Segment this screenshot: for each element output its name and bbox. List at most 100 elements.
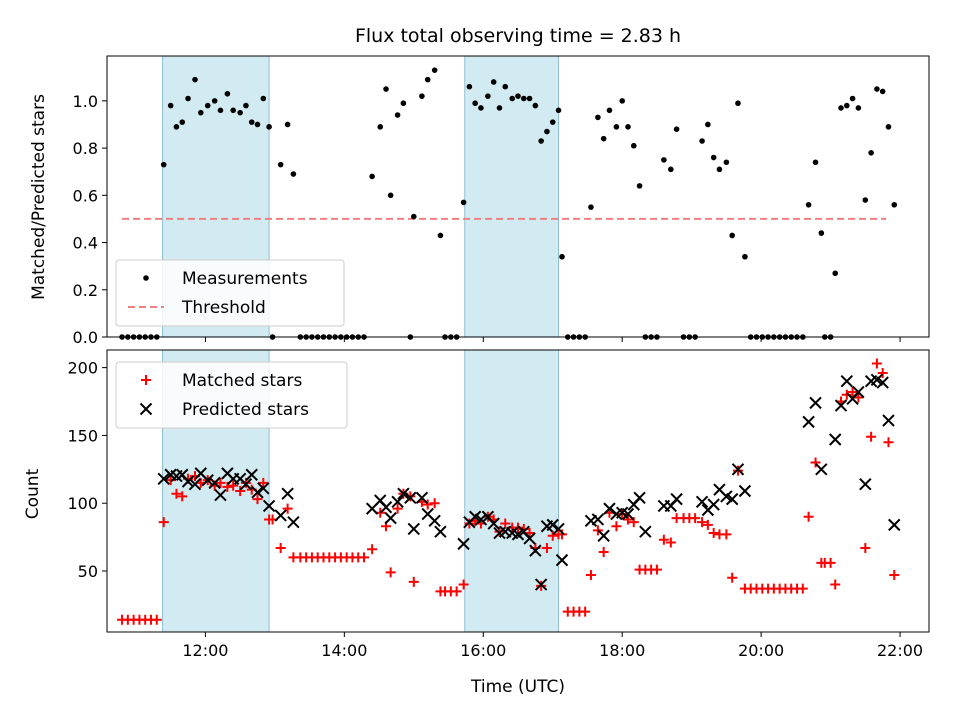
measurement-point [849, 95, 856, 102]
bottom-y-ticks: 50 100 150 200 [67, 359, 107, 581]
measurement-point [478, 105, 484, 111]
measurement-point [204, 102, 211, 109]
matched-star-point [513, 522, 523, 533]
top-axes-frame [106, 55, 930, 338]
measurement-point [559, 253, 565, 260]
predicted-star-point [876, 376, 889, 389]
predicted-star-point [404, 491, 417, 504]
measurement-point [485, 93, 491, 99]
predicted-star-point [188, 478, 202, 491]
measurement-point [661, 157, 667, 163]
measurement-point [369, 173, 375, 180]
measurement-point [260, 95, 267, 102]
predicted-stars-points [157, 373, 901, 591]
matched-star-point [429, 498, 440, 509]
y-tick-label: 150 [67, 426, 98, 445]
matched-star-point [697, 517, 708, 528]
matched-star-point [803, 511, 814, 522]
y-tick-label: 0.2 [73, 281, 98, 300]
x-axis-label: Time (UTC) [470, 677, 565, 697]
top-legend: Measurements Threshold [115, 259, 345, 327]
predicted-star-point [262, 499, 276, 513]
bottom-x-ticks: 12:00 14:00 16:00 18:00 20:00 22:00 [182, 632, 923, 660]
measurement-point [377, 124, 384, 130]
measurement-point [526, 95, 533, 102]
measurement-point [723, 159, 730, 166]
top-y-ticks: 0.0 0.2 0.4 0.6 0.8 1.0 [73, 92, 107, 347]
measurement-point [742, 253, 748, 260]
measurement-point [812, 159, 819, 166]
predicted-star-point [591, 513, 605, 526]
measurement-point [211, 98, 218, 104]
measurement-point [254, 121, 261, 128]
measurement-point [284, 121, 291, 128]
legend-frame [115, 259, 345, 327]
predicted-star-point [621, 507, 635, 521]
matched-star-point [408, 576, 419, 587]
matched-star-point [177, 491, 188, 502]
measurement-point [160, 161, 167, 168]
y-tick-label: 200 [67, 359, 98, 378]
legend-marker-matched [141, 375, 151, 385]
measurement-point [868, 150, 874, 156]
measurement-point [179, 119, 186, 125]
matched-star-point [690, 513, 701, 524]
measurement-point [606, 107, 613, 114]
bottom-legend: Matched stars Predicted stars [115, 361, 348, 429]
matched-star-point [541, 542, 552, 553]
measurement-point [197, 109, 204, 116]
predicted-star-point [384, 511, 397, 525]
matched-star-point [171, 488, 182, 499]
predicted-star-point [415, 491, 429, 504]
measurement-point [630, 142, 637, 149]
predicted-star-point [281, 487, 294, 500]
predicted-star-point [397, 487, 410, 500]
matched-star-point [158, 517, 169, 528]
predicted-star-point [888, 518, 901, 532]
measurement-point [555, 107, 562, 114]
predicted-star-point [597, 529, 610, 542]
predicted-star-point [834, 399, 848, 412]
predicted-star-point [181, 475, 195, 488]
measurement-point [490, 79, 497, 85]
measurement-point [437, 232, 444, 239]
matched-star-point [825, 557, 836, 568]
measurement-point [173, 124, 180, 130]
predicted-star-point [245, 468, 258, 481]
matched-star-point [658, 534, 669, 545]
y-tick-label: 100 [67, 494, 98, 513]
y-tick-label: 0.6 [73, 186, 98, 205]
measurement-point [818, 230, 825, 236]
legend-frame [115, 361, 348, 429]
bottom-y-axis-label: Count [23, 468, 43, 519]
shaded-interval [464, 55, 560, 338]
matched-star-point [611, 521, 622, 532]
matched-star-point [451, 586, 462, 597]
measurement-point [383, 86, 389, 92]
measurement-point [805, 201, 812, 208]
measurement-point [613, 124, 620, 130]
measurement-point [520, 95, 527, 102]
measurement-point [879, 88, 886, 95]
matched-star-point [622, 514, 633, 525]
measurement-point [862, 197, 869, 203]
predicted-star-point [239, 478, 253, 491]
measurement-point [549, 119, 556, 125]
measurement-point [248, 119, 255, 125]
matched-star-point [151, 614, 162, 625]
matched-star-point [385, 567, 396, 578]
matched-star-point [367, 544, 378, 555]
measurement-point [509, 95, 516, 102]
predicted-star-point [829, 433, 842, 446]
matched-star-point [665, 537, 676, 548]
measurement-point [588, 204, 594, 210]
predicted-star-point [802, 415, 815, 429]
predicted-star-point [274, 509, 287, 522]
predicted-star-point [208, 476, 221, 490]
measurement-point [217, 107, 224, 114]
matched-star-point [580, 606, 591, 617]
predicted-star-point [633, 491, 646, 504]
measurement-point [844, 102, 850, 109]
top-y-axis-label: Matched/Predicted stars [29, 94, 49, 300]
measurement-point [243, 102, 249, 109]
